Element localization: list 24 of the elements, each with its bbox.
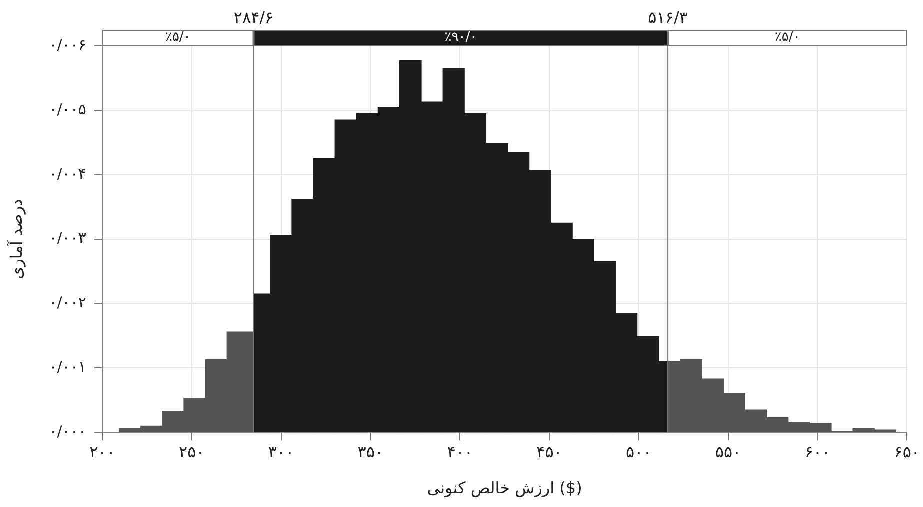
ref-line-label: ۲۸۴/۶ bbox=[234, 8, 274, 28]
y-axis-title: درصد آماری bbox=[6, 199, 26, 280]
x-axis-title: ارزش خالص کنونی ($) bbox=[427, 478, 582, 498]
x-tick-label: ۲۵۰ bbox=[178, 442, 205, 462]
y-tick-label: ۰/۰۰۴ bbox=[49, 164, 86, 183]
y-tick-label: ۰/۰۰۱ bbox=[49, 358, 86, 376]
y-tick-label: ۰/۰۰۳ bbox=[49, 229, 86, 248]
ref-line-label: ۵۱۶/۳ bbox=[648, 8, 688, 28]
y-tick-label: ۰/۰۰۵ bbox=[49, 100, 86, 118]
x-tick-label: ۳۰۰ bbox=[268, 442, 294, 462]
x-tick-label: ۶۵۰ bbox=[894, 442, 920, 462]
x-tick-label: ۵۵۰ bbox=[715, 442, 742, 462]
x-tick-label: ۲۰۰ bbox=[90, 442, 116, 462]
x-tick-label: ۴۰۰ bbox=[447, 442, 473, 462]
text: ٪۵/۰ bbox=[774, 30, 800, 45]
x-tick-label: ۶۰۰ bbox=[804, 442, 831, 462]
y-tick-label: ۰/۰۰۰ bbox=[49, 422, 86, 440]
x-tick-label: ۴۵۰ bbox=[536, 442, 562, 462]
y-tick-label: ۰/۰۰۶ bbox=[49, 36, 86, 54]
text: ٪۵/۰ bbox=[165, 30, 191, 45]
text: ٪۹۰/۰ bbox=[444, 30, 478, 45]
x-tick-label: ۳۵۰ bbox=[358, 442, 384, 462]
x-tick-label: ۵۰۰ bbox=[626, 442, 652, 462]
y-tick-label: ۰/۰۰۲ bbox=[49, 294, 86, 312]
